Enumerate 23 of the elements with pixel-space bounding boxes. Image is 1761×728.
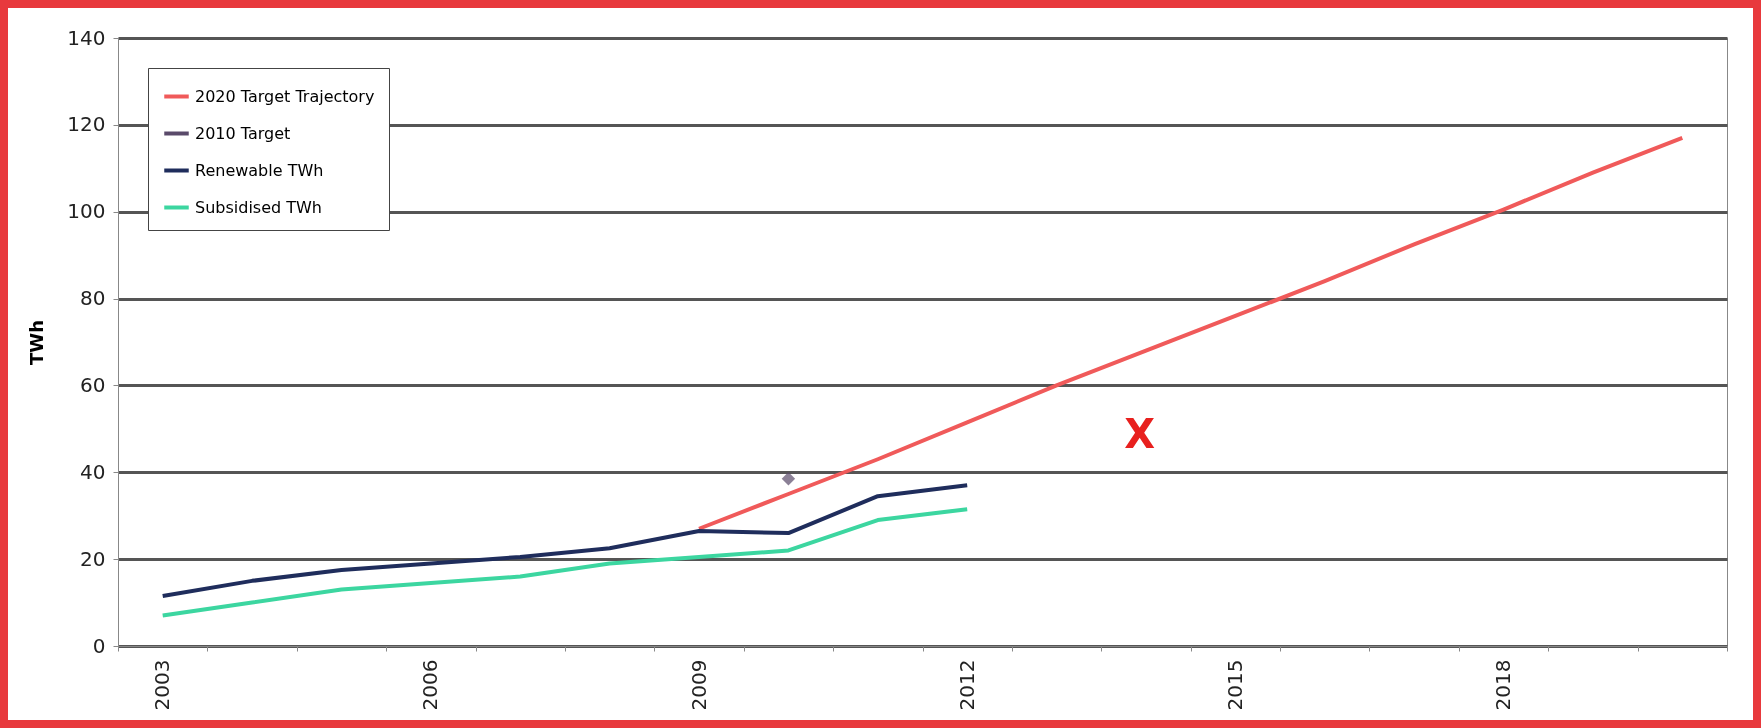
y-tick-label: 120: [67, 112, 106, 137]
x-tick-label: 2006: [418, 659, 443, 711]
line-series: [697, 135, 1685, 531]
legend-label: 2020 Target Trajectory: [195, 86, 375, 106]
x-tick-label: 2012: [954, 659, 979, 711]
legend-label: 2010 Target: [195, 123, 291, 143]
y-tick-label: 0: [92, 633, 106, 658]
y-axis-title: TWh: [26, 320, 48, 365]
x-tick-label: 2015: [1222, 659, 1247, 711]
y-tick-label: 40: [80, 459, 106, 484]
y-tick-label: 80: [80, 286, 106, 311]
line-series: [160, 507, 970, 618]
y-tick-label: 60: [80, 372, 106, 397]
x-tick-label: 2009: [686, 659, 711, 711]
annotation: X: [1124, 411, 1156, 458]
x-tick-label: 2003: [150, 659, 175, 711]
x-tick-label: 2018: [1491, 659, 1516, 711]
line-series: [160, 483, 970, 599]
y-tick-label: 140: [67, 25, 106, 50]
legend-label: Subsidised TWh: [195, 197, 322, 217]
y-tick-label: 100: [67, 199, 106, 224]
legend-label: Renewable TWh: [195, 160, 324, 180]
y-tick-label: 20: [80, 546, 106, 571]
